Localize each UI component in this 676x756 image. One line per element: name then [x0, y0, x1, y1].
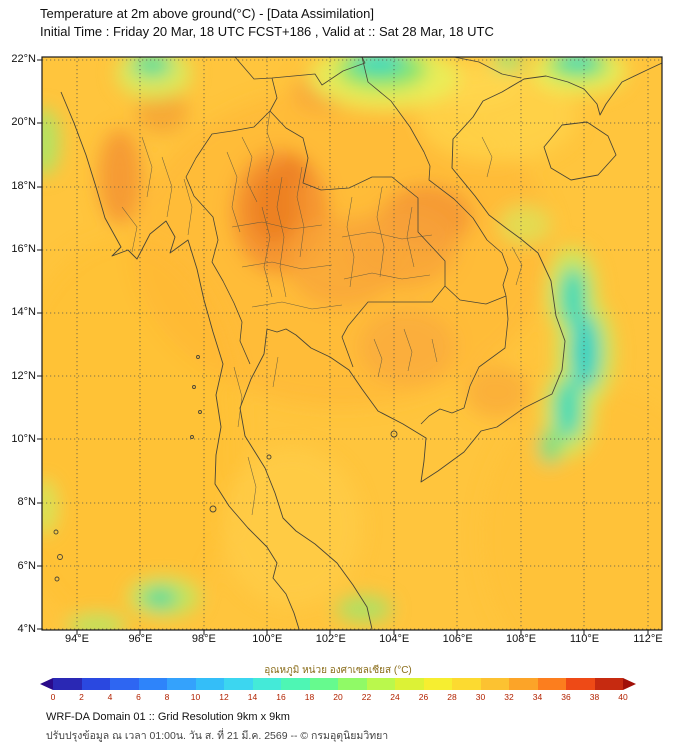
- colorbar-tick-label: 26: [418, 692, 429, 702]
- colorbar-segment: [509, 678, 538, 690]
- colorbar-tick-label: 2: [79, 692, 84, 702]
- map-canvas: [37, 56, 663, 635]
- country-borders: [185, 57, 522, 425]
- colorbar-tick-label: 0: [50, 692, 56, 702]
- colorbar-segment: [452, 678, 481, 690]
- colorbar-tick-label: 14: [247, 692, 258, 702]
- lon-tick-label: 106°E: [442, 633, 473, 645]
- lat-tick-label: 10°N: [11, 432, 36, 445]
- colorbar-segments: [53, 678, 623, 690]
- colorbar-segment: [167, 678, 196, 690]
- map-frame: [41, 56, 663, 631]
- footer-update-info: ปรับปรุงข้อมูล ณ เวลา 01:00น. วัน ส. ที่…: [46, 730, 389, 742]
- colorbar-tick-label: 30: [475, 692, 486, 702]
- lon-tick-label: 112°E: [633, 633, 663, 645]
- lon-tick-label: 102°E: [315, 633, 346, 645]
- temperature-field: [42, 57, 662, 630]
- lat-tick-label: 22°N: [11, 53, 36, 65]
- lat-tick-label: 8°N: [17, 496, 36, 509]
- axis-tick-marks: [37, 59, 649, 635]
- colorbar-segment: [138, 678, 167, 690]
- colorbar-tick-label: 36: [561, 692, 571, 702]
- lon-tick-label: 100°E: [252, 633, 283, 645]
- colorbar-tick-label: 34: [532, 692, 543, 702]
- colorbar-segment: [594, 678, 623, 690]
- colorbar-segment: [281, 678, 310, 690]
- colorbar-tick-label: 4: [107, 692, 113, 702]
- colorbar-segment: [53, 678, 82, 690]
- lon-tick-label: 108°E: [506, 633, 537, 645]
- map-area: [37, 56, 663, 635]
- colorbar-segment: [480, 678, 509, 690]
- lon-tick-label: 104°E: [379, 633, 410, 645]
- lat-tick-label: 18°N: [11, 179, 36, 192]
- graticule-grid: [42, 57, 662, 630]
- colorbar-tick-label: 24: [390, 692, 400, 702]
- footer-domain-info: WRF-DA Domain 01 :: Grid Resolution 9km …: [46, 711, 290, 723]
- lat-tick-label: 14°N: [11, 306, 36, 319]
- page-subtitle: Initial Time : Friday 20 Mar, 18 UTC FCS…: [40, 24, 494, 39]
- colorbar-segment: [224, 678, 253, 690]
- lon-tick-label: 98°E: [191, 633, 216, 645]
- colorbar-segment: [395, 678, 424, 690]
- colorbar-segment: [309, 678, 338, 690]
- lat-tick-label: 20°N: [11, 116, 36, 129]
- colorbar-tick-label: 32: [504, 692, 514, 702]
- colorbar-tick-label: 20: [333, 692, 343, 702]
- colorbar-segment: [423, 678, 452, 690]
- page-title: Temperature at 2m above ground(°C) - [Da…: [40, 6, 374, 21]
- colorbar-segment: [195, 678, 224, 690]
- lat-tick-label: 4°N: [17, 622, 36, 635]
- colorbar-tick-label: 6: [136, 692, 141, 702]
- colorbar-ticks: 0 2 4 6 8 10 12 14 16 18 20 22 24 26 28 30 32 34 36 38 40: [43, 692, 633, 702]
- colorbar-tick-label: 10: [190, 692, 201, 702]
- colorbar: [40, 678, 636, 690]
- colorbar-segment: [566, 678, 595, 690]
- longitude-axis: 94°E 96°E 98°E 100°E 102°E 104°E 106°E 108°E 110…: [47, 633, 676, 647]
- colorbar-tick-label: 38: [589, 692, 600, 702]
- colorbar-tick-label: 22: [361, 692, 372, 702]
- colorbar-label: อุณหภูมิ หน่วย องศาเซลเซียส (°C): [264, 665, 412, 676]
- colorbar-tick-label: 8: [164, 692, 170, 702]
- colorbar-tick-label: 16: [276, 692, 286, 702]
- lon-tick-label: 94°E: [65, 633, 89, 645]
- colorbar-tick-label: 40: [618, 692, 628, 702]
- colorbar-tick-label: 12: [219, 692, 229, 702]
- latitude-axis: 22°N 20°N 18°N 16°N 14°N 12°N 10°N 8°N 6°N 4°N: [0, 52, 38, 637]
- colorbar-under-range-arrow: [40, 678, 53, 690]
- colorbar-segment: [110, 678, 139, 690]
- colorbar-segment: [537, 678, 566, 690]
- coastline: [53, 62, 662, 630]
- colorbar-segment: [252, 678, 281, 690]
- colorbar-over-range-arrow: [623, 678, 636, 690]
- lat-tick-label: 16°N: [11, 242, 36, 255]
- colorbar-tick-label: 18: [304, 692, 315, 702]
- colorbar-segment: [338, 678, 367, 690]
- lat-tick-label: 12°N: [11, 369, 36, 382]
- lat-tick-label: 6°N: [17, 559, 36, 572]
- colorbar-tick-label: 28: [447, 692, 457, 702]
- lon-tick-label: 96°E: [128, 633, 153, 645]
- lon-tick-label: 110°E: [569, 633, 600, 645]
- colorbar-segment: [366, 678, 395, 690]
- province-borders: [121, 110, 523, 516]
- colorbar-segment: [81, 678, 110, 690]
